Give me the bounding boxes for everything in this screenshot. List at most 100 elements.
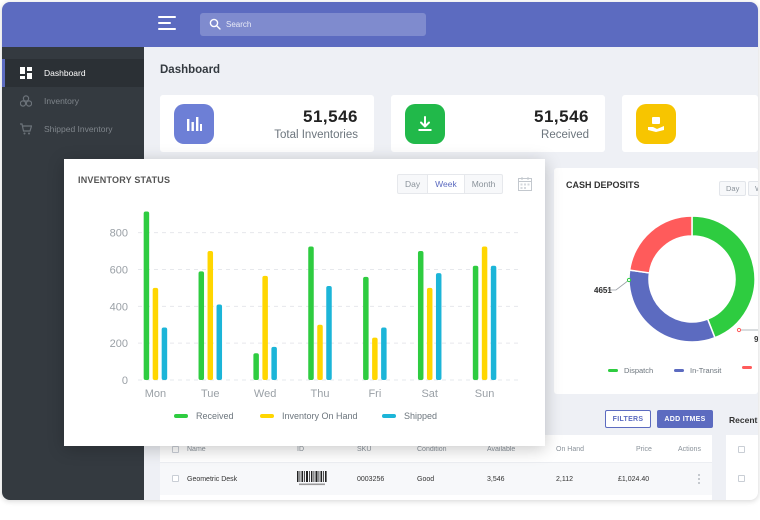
chart-legend: Received Inventory On Hand Shipped [64, 411, 545, 425]
stat-caption: Total Inventories [274, 129, 358, 141]
select-all-checkbox[interactable] [172, 446, 179, 453]
bar-shipped[interactable] [216, 304, 223, 380]
range-selector: Day Week Month [397, 174, 504, 194]
range-month-tab[interactable]: Month [471, 179, 496, 189]
bar-shipped[interactable] [271, 346, 277, 380]
row-checkbox[interactable] [172, 475, 179, 482]
legend-item-received: Received [174, 411, 234, 421]
range-day-button[interactable]: Day [719, 181, 747, 196]
y-tick-label: 400 [110, 301, 128, 313]
x-tick-label: Sun [475, 388, 495, 400]
legend-item-third [742, 366, 758, 369]
stat-icon-box [405, 104, 445, 144]
bar-inventory-on-hand[interactable] [207, 251, 214, 380]
cell-price: £1,024.40 [618, 476, 650, 483]
x-tick-label: Mon [145, 388, 166, 400]
x-tick-label: Tue [201, 388, 220, 400]
legend-item-inventory-on-hand: Inventory On Hand [260, 411, 358, 421]
bar-chart-icon [187, 117, 202, 131]
column-header[interactable]: On Hand [556, 446, 585, 453]
cash-donut-chart [594, 215, 758, 343]
sidebar-item-dashboard[interactable]: Dashboard [2, 59, 144, 87]
column-header[interactable]: Available [487, 446, 516, 453]
stat-icon-box [636, 104, 676, 144]
range-day-tab[interactable]: Day [405, 179, 421, 189]
bar-inventory-on-hand[interactable] [152, 287, 159, 380]
search-box[interactable] [200, 13, 426, 36]
recent-section-title: Recentl [729, 415, 758, 425]
bar-shipped[interactable] [490, 265, 497, 380]
row-checkbox[interactable] [738, 475, 745, 482]
bar-shipped[interactable] [161, 327, 168, 381]
table-row[interactable]: Geometric Desk 0003256 Good 3,546 2,112 … [160, 463, 712, 495]
bar-inventory-on-hand[interactable] [317, 324, 323, 380]
inventory-status-title: INVENTORY STATUS [78, 175, 171, 185]
legend-item-in-transit: In-Transit [674, 366, 721, 375]
filters-button[interactable]: FILTERS [605, 410, 651, 428]
bar-received[interactable] [472, 265, 479, 380]
y-tick-label: 600 [110, 264, 128, 276]
search-input[interactable] [226, 16, 416, 33]
hand-box-icon [648, 117, 664, 132]
donut-slice[interactable] [628, 215, 693, 274]
search-icon [209, 18, 221, 30]
stat-card-total-inventories: 51,546 Total Inventories [160, 95, 374, 152]
stat-card-third [622, 95, 758, 152]
more-actions-icon[interactable] [697, 473, 701, 485]
donut-slice[interactable] [691, 215, 756, 339]
cash-deposits-title: CASH DEPOSITS [566, 180, 640, 190]
legend-item-shipped: Shipped [382, 411, 437, 421]
bar-received[interactable] [143, 211, 150, 380]
cart-icon [20, 123, 32, 135]
inventory-status-panel: INVENTORY STATUS Day Week Month 0 200 400 6… [64, 159, 545, 446]
bar-inventory-on-hand[interactable] [481, 246, 488, 380]
y-tick-label: 200 [110, 338, 128, 350]
bar-inventory-on-hand[interactable] [372, 337, 378, 380]
stat-value: 51,546 [303, 107, 358, 126]
donut-value-label: 9 [754, 335, 758, 344]
bar-received[interactable] [417, 251, 424, 380]
boxes-icon [20, 95, 32, 107]
calendar-icon[interactable] [518, 177, 532, 191]
legend-label: Shipped [404, 411, 438, 421]
legend-label: Received [196, 411, 234, 421]
stat-icon-box [174, 104, 214, 144]
column-header[interactable]: Condition [417, 446, 447, 453]
bar-inventory-on-hand[interactable] [262, 275, 268, 380]
x-tick-label: Fri [368, 388, 381, 400]
y-tick-label: 800 [110, 228, 128, 240]
column-header[interactable]: Price [636, 446, 652, 453]
cash-deposits-card: CASH DEPOSITS Day W 4651 9 Dispatch In-T… [554, 168, 758, 394]
bar-shipped[interactable] [381, 327, 387, 381]
table-header-row: Name ID SKU Condition Available On Hand … [160, 435, 712, 463]
bar-shipped[interactable] [435, 273, 442, 380]
cell-condition: Good [417, 476, 435, 483]
menu-toggle-icon[interactable] [158, 16, 176, 30]
bar-shipped[interactable] [326, 286, 332, 380]
range-week-tab[interactable]: Week [427, 175, 465, 193]
column-header[interactable]: Name [187, 446, 206, 453]
legend-label: Inventory On Hand [282, 411, 358, 421]
bar-inventory-on-hand[interactable] [426, 287, 433, 380]
column-header[interactable]: ID [297, 446, 304, 453]
donut-slice[interactable] [628, 269, 716, 343]
x-tick-label: Sat [421, 388, 438, 400]
cell-on-hand: 2,112 [556, 476, 573, 483]
x-tick-label: Wed [254, 388, 276, 400]
add-items-button[interactable]: ADD ITMES [657, 410, 713, 428]
bar-received[interactable] [253, 353, 259, 380]
range-week-button[interactable]: W [748, 181, 758, 196]
stat-card-received: 51,546 Received [391, 95, 605, 152]
column-header[interactable]: SKU [357, 446, 372, 453]
sidebar-item-inventory[interactable]: Inventory [2, 87, 144, 115]
stat-caption: Received [541, 129, 589, 141]
cell-name: Geometric Desk [187, 476, 238, 483]
cell-sku: 0003256 [357, 476, 385, 483]
sidebar-item-label: Shipped Inventory [44, 124, 113, 134]
select-all-checkbox[interactable] [738, 446, 745, 453]
bar-received[interactable] [308, 246, 314, 380]
page-title: Dashboard [160, 64, 221, 76]
bar-received[interactable] [198, 271, 205, 380]
sidebar-item-shipped-inventory[interactable]: Shipped Inventory [2, 115, 144, 143]
bar-received[interactable] [363, 276, 369, 380]
